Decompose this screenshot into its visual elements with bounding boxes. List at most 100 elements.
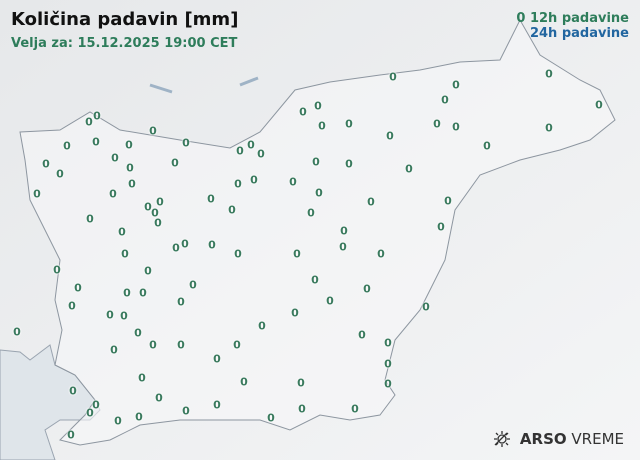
station-value[interactable]: 0	[126, 161, 134, 175]
station-value[interactable]: 0	[345, 157, 353, 171]
station-value[interactable]: 0	[297, 376, 305, 390]
station-value[interactable]: 0	[444, 194, 452, 208]
station-value[interactable]: 0	[155, 391, 163, 405]
station-value[interactable]: 0	[182, 136, 190, 150]
station-value[interactable]: 0	[595, 98, 603, 112]
station-value[interactable]: 0	[247, 138, 255, 152]
station-value[interactable]: 0	[234, 247, 242, 261]
station-value[interactable]: 0	[110, 343, 118, 357]
station-value[interactable]: 0	[377, 247, 385, 261]
station-value[interactable]: 0	[384, 357, 392, 371]
station-value[interactable]: 0	[483, 139, 491, 153]
station-value[interactable]: 0	[307, 206, 315, 220]
station-value[interactable]: 0	[13, 325, 21, 339]
station-value[interactable]: 0	[144, 200, 152, 214]
station-value[interactable]: 0	[42, 157, 50, 171]
station-value[interactable]: 0	[258, 319, 266, 333]
station-value[interactable]: 0	[120, 309, 128, 323]
station-value[interactable]: 0	[339, 240, 347, 254]
station-value[interactable]: 0	[68, 299, 76, 313]
station-value[interactable]: 0	[92, 398, 100, 412]
station-value[interactable]: 0	[384, 336, 392, 350]
station-value[interactable]: 0	[315, 186, 323, 200]
station-value[interactable]: 0	[151, 206, 159, 220]
station-value[interactable]: 0	[135, 410, 143, 424]
station-value[interactable]: 0	[299, 105, 307, 119]
station-value[interactable]: 0	[422, 300, 430, 314]
station-value[interactable]: 0	[213, 352, 221, 366]
station-value[interactable]: 0	[182, 404, 190, 418]
station-value[interactable]: 0	[156, 195, 164, 209]
station-value[interactable]: 0	[405, 162, 413, 176]
station-value[interactable]: 0	[250, 173, 258, 187]
station-value[interactable]: 0	[437, 220, 445, 234]
station-value[interactable]: 0	[267, 411, 275, 425]
station-value[interactable]: 0	[74, 281, 82, 295]
station-value[interactable]: 0	[114, 414, 122, 428]
station-value[interactable]: 0	[208, 238, 216, 252]
station-value[interactable]: 0	[314, 99, 322, 113]
station-value[interactable]: 0	[144, 264, 152, 278]
legend-12h[interactable]: 0 12h padavine	[516, 11, 629, 26]
station-value[interactable]: 0	[123, 286, 131, 300]
station-value[interactable]: 0	[189, 278, 197, 292]
station-value[interactable]: 0	[134, 326, 142, 340]
station-value[interactable]: 0	[312, 155, 320, 169]
station-value[interactable]: 0	[154, 216, 162, 230]
station-value[interactable]: 0	[177, 295, 185, 309]
station-value[interactable]: 0	[236, 144, 244, 158]
station-value[interactable]: 0	[109, 187, 117, 201]
station-value[interactable]: 0	[56, 167, 64, 181]
station-value[interactable]: 0	[240, 375, 248, 389]
station-value[interactable]: 0	[177, 338, 185, 352]
station-value[interactable]: 0	[228, 203, 236, 217]
station-value[interactable]: 0	[367, 195, 375, 209]
station-value[interactable]: 0	[363, 282, 371, 296]
station-value[interactable]: 0	[345, 117, 353, 131]
station-value[interactable]: 0	[181, 237, 189, 251]
station-value[interactable]: 0	[53, 263, 61, 277]
legend-24h[interactable]: 24h padavine	[516, 26, 629, 41]
station-value[interactable]: 0	[233, 338, 241, 352]
station-value[interactable]: 0	[172, 241, 180, 255]
station-value[interactable]: 0	[384, 377, 392, 391]
station-value[interactable]: 0	[93, 109, 101, 123]
station-value[interactable]: 0	[85, 115, 93, 129]
station-value[interactable]: 0	[149, 124, 157, 138]
station-value[interactable]: 0	[128, 177, 136, 191]
station-value[interactable]: 0	[358, 328, 366, 342]
station-value[interactable]: 0	[86, 406, 94, 420]
station-value[interactable]: 0	[351, 402, 359, 416]
station-value[interactable]: 0	[33, 187, 41, 201]
station-value[interactable]: 0	[121, 247, 129, 261]
station-value[interactable]: 0	[125, 138, 133, 152]
station-value[interactable]: 0	[433, 117, 441, 131]
station-value[interactable]: 0	[171, 156, 179, 170]
station-value[interactable]: 0	[138, 371, 146, 385]
station-value[interactable]: 0	[545, 121, 553, 135]
station-value[interactable]: 0	[213, 398, 221, 412]
station-value[interactable]: 0	[340, 224, 348, 238]
station-value[interactable]: 0	[69, 384, 77, 398]
station-value[interactable]: 0	[63, 139, 71, 153]
station-value[interactable]: 0	[234, 177, 242, 191]
station-value[interactable]: 0	[149, 338, 157, 352]
station-value[interactable]: 0	[291, 306, 299, 320]
station-value[interactable]: 0	[298, 402, 306, 416]
station-value[interactable]: 0	[318, 119, 326, 133]
station-value[interactable]: 0	[452, 78, 460, 92]
station-value[interactable]: 0	[111, 151, 119, 165]
station-value[interactable]: 0	[257, 147, 265, 161]
station-value[interactable]: 0	[86, 212, 94, 226]
station-value[interactable]: 0	[118, 225, 126, 239]
station-value[interactable]: 0	[386, 129, 394, 143]
station-value[interactable]: 0	[92, 135, 100, 149]
station-value[interactable]: 0	[293, 247, 301, 261]
station-value[interactable]: 0	[289, 175, 297, 189]
station-value[interactable]: 0	[545, 67, 553, 81]
station-value[interactable]: 0	[106, 308, 114, 322]
station-value[interactable]: 0	[207, 192, 215, 206]
station-value[interactable]: 0	[139, 286, 147, 300]
station-value[interactable]: 0	[389, 70, 397, 84]
station-value[interactable]: 0	[452, 120, 460, 134]
